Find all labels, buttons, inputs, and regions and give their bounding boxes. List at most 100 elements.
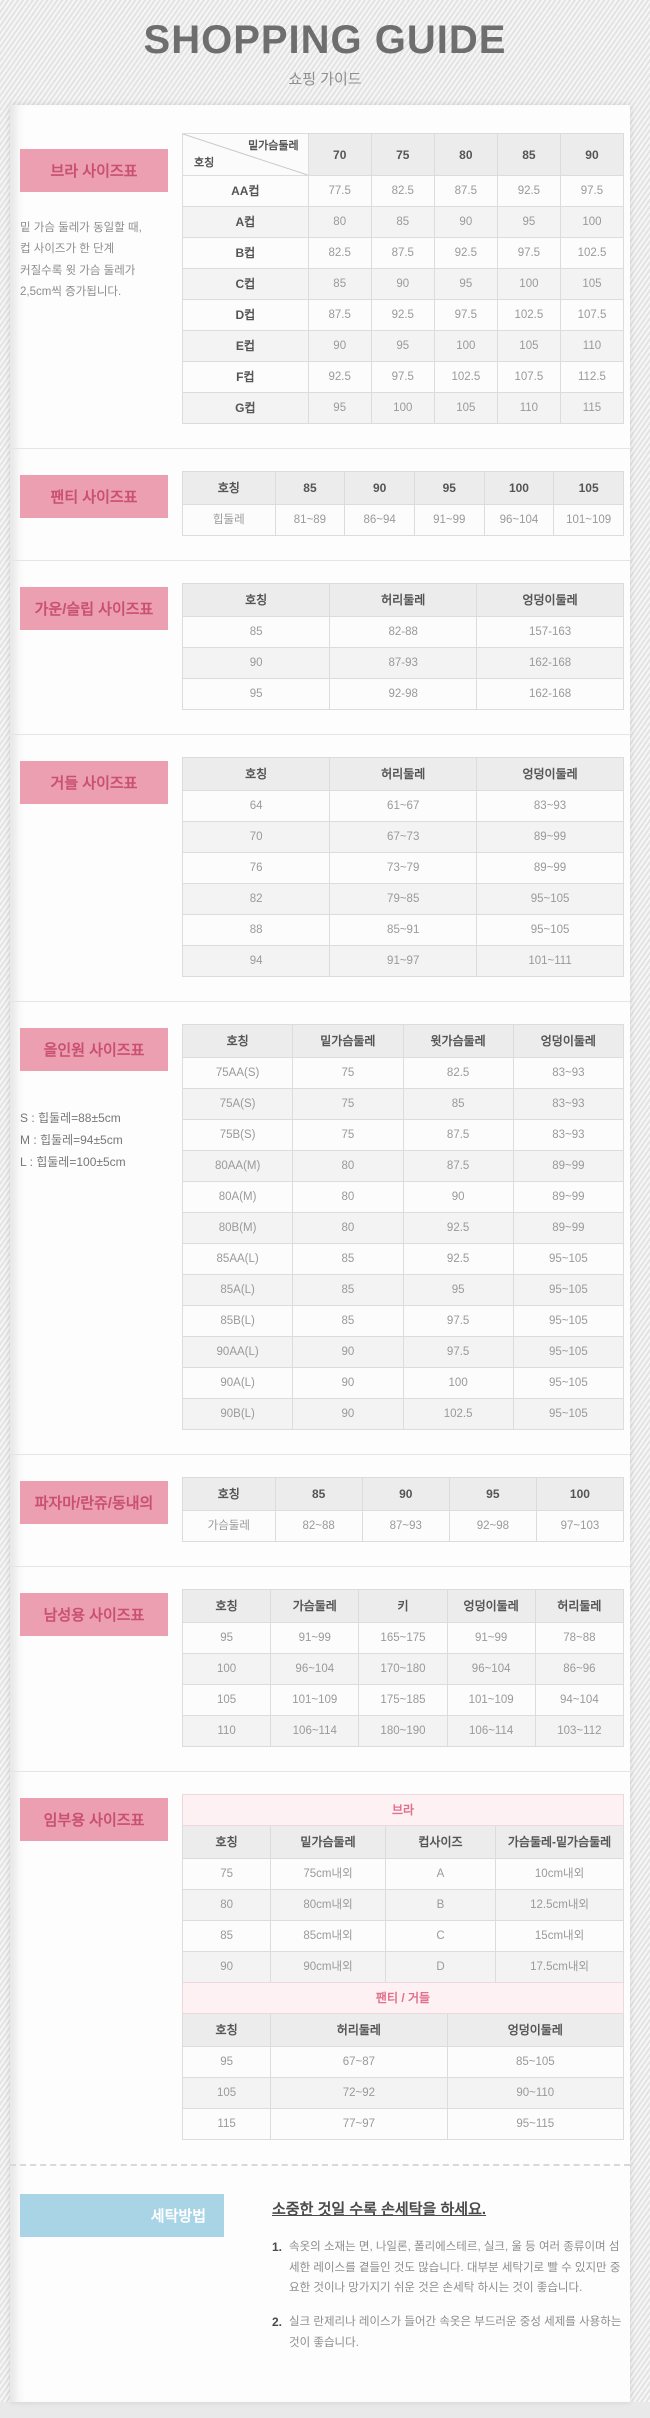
table-row: 90AA(L) 90 97.5 95~105	[181, 1336, 625, 1368]
size-value: 12.5cm내외	[495, 1889, 624, 1921]
size-value: 100	[370, 392, 435, 424]
column-header: 허리둘레	[270, 2013, 448, 2047]
column-header: 90	[361, 1477, 450, 1511]
diagonal-header-cell: 밑가슴둘레 호칭	[182, 133, 309, 176]
table-row: 90B(L) 90 102.5 95~105	[181, 1398, 625, 1430]
column-header: 호칭	[181, 1024, 294, 1058]
size-value: A	[384, 1858, 497, 1890]
column-header: 호칭	[181, 2013, 272, 2047]
column-header: 95	[448, 1477, 537, 1511]
row-label: 80	[181, 1889, 272, 1921]
section-table-area: 브라 호칭 밑가슴둘레 컵사이즈 가슴둘레-밑가슴둘레 75 75cm내외 A 10cm내외 80…	[181, 1794, 625, 2140]
section-label-pajama: 파자마/란쥬/동내의	[20, 1481, 168, 1524]
section-maternity: 임부용 사이즈표 브라 호칭 밑가슴둘레 컵사이즈 가슴둘레-밑가슴둘레 75 75cm내외 A…	[10, 1771, 630, 2164]
table-row: 90A(L) 90 100 95~105	[181, 1367, 625, 1399]
size-value: 97.5	[402, 1305, 514, 1337]
section-note: S : 힙둘레=88±5cm M : 힙둘레=94±5cm L : 힙둘레=10…	[20, 1111, 126, 1170]
section-side: 가운/슬립 사이즈표	[20, 583, 182, 710]
size-value: 94~104	[534, 1684, 625, 1716]
size-value: 87.5	[402, 1119, 514, 1151]
table-row: 75 75cm내외 A 10cm내외	[181, 1858, 624, 1890]
page-header: SHOPPING GUIDE 쇼핑 가이드	[0, 0, 650, 105]
size-value: 107.5	[496, 361, 561, 393]
size-value: 106~114	[446, 1715, 536, 1747]
size-value: 97~103	[535, 1510, 625, 1542]
size-value: 80	[292, 1212, 404, 1244]
size-value: 105	[433, 392, 498, 424]
table-row: 75B(S) 75 87.5 83~93	[181, 1119, 625, 1151]
column-header: 허리둘레	[329, 757, 478, 791]
row-label: 95	[181, 678, 331, 710]
table-row: 76 73~79 89~99	[181, 852, 624, 884]
size-value: 85	[370, 206, 435, 238]
size-value: 85	[292, 1243, 404, 1275]
table-row: 105 72~92 90~110	[181, 2077, 625, 2109]
table-row: 95 92-98 162-168	[181, 678, 624, 710]
row-label: 95	[181, 2046, 272, 2078]
table-row: 85 82-88 157-163	[181, 616, 624, 648]
row-label: 94	[181, 945, 331, 977]
size-value: 97.5	[496, 237, 561, 269]
section-label-gown: 가운/슬립 사이즈표	[20, 587, 168, 630]
size-value: 162-168	[476, 647, 624, 679]
section-note: 밑 가슴 둘레가 동일할 때, 컵 사이즈가 한 단계 커질수록 윗 가슴 둘레…	[20, 222, 142, 298]
column-header: 허리둘레	[534, 1589, 625, 1623]
all-in-one-size-table: 호칭 밑가슴둘레 윗가슴둘레 엉덩이둘레 75AA(S) 75 82.5 83~93 75A(S…	[181, 1024, 625, 1430]
table-row: 90 90cm내외 D 17.5cm내외	[181, 1951, 624, 1983]
section-label-bra: 브라 사이즈표	[20, 149, 168, 192]
section-table-area: 호칭 허리둘레 엉덩이둘레 64 61~67 83~93 70 67~73 89~99 76 73~…	[181, 757, 624, 977]
size-value: 87.5	[433, 175, 498, 207]
size-value: 90~110	[446, 2077, 625, 2109]
table-row: 95 91~99 165~175 91~99 78~88	[181, 1622, 625, 1654]
section-girdle: 거들 사이즈표 호칭 허리둘레 엉덩이둘레 64 61~67 83~93 70 67~73 89~…	[10, 734, 630, 1001]
row-label: 82	[181, 883, 331, 915]
bra-size-table: 밑가슴둘레 호칭 70 75 80 85 90 AA컵 77.5 82.5 87.5 92.5 97.5…	[182, 133, 625, 424]
size-value: 107.5	[559, 299, 625, 331]
size-value: 105	[559, 268, 625, 300]
section-side: 임부용 사이즈표	[20, 1794, 182, 2140]
washing-body: 소중한 것일 수록 손세탁을 하세요. 1. 속옷의 소재는 면, 나일론, 폴…	[272, 2188, 624, 2366]
table-row: 105 101~109 175~185 101~109 94~104	[181, 1684, 625, 1716]
row-label: 75	[181, 1858, 272, 1890]
table-group-banner: 팬티 / 거들	[182, 1982, 624, 2014]
size-value: 100	[402, 1367, 514, 1399]
size-value: 86~94	[344, 504, 415, 536]
size-value: 75cm내외	[270, 1858, 386, 1890]
row-label: 80A(M)	[181, 1181, 294, 1213]
size-value: 95~105	[512, 1305, 625, 1337]
size-value: 78~88	[534, 1622, 625, 1654]
row-label: A컵	[182, 206, 309, 238]
table-row: D컵 87.5 92.5 97.5 102.5 107.5	[182, 299, 625, 331]
size-value: 83~93	[476, 790, 624, 822]
size-value: 67~87	[270, 2046, 448, 2078]
row-label: 110	[181, 1715, 272, 1747]
column-header: 가슴둘레-밑가슴둘레	[495, 1825, 624, 1859]
size-value: 92.5	[402, 1212, 514, 1244]
size-value: 100	[496, 268, 561, 300]
size-value: 175~185	[358, 1684, 448, 1716]
size-value: 89~99	[476, 821, 624, 853]
column-header: 90	[559, 133, 625, 176]
row-label: 88	[181, 914, 331, 946]
size-value: 87.5	[402, 1150, 514, 1182]
table-row: 75AA(S) 75 82.5 83~93	[181, 1057, 625, 1089]
washing-item-number: 1.	[272, 2240, 283, 2254]
size-value: 95~105	[512, 1367, 625, 1399]
column-header: 100	[483, 471, 555, 505]
table-row: 110 106~114 180~190 106~114 103~112	[181, 1715, 625, 1747]
size-value: 85~105	[446, 2046, 625, 2078]
size-value: 97.5	[370, 361, 435, 393]
row-label: 85AA(L)	[181, 1243, 294, 1275]
size-value: 110	[559, 330, 625, 362]
section-label-men: 남성용 사이즈표	[20, 1593, 168, 1636]
section-men: 남성용 사이즈표 호칭 가슴둘레 키 엉덩이둘레 허리둘레 95 91~99 165~175 91…	[10, 1566, 630, 1771]
section-side: 파자마/란쥬/동내의	[20, 1477, 182, 1542]
size-value: 92.5	[370, 299, 435, 331]
size-value: 95	[370, 330, 435, 362]
section-label-maternity: 임부용 사이즈표	[20, 1798, 168, 1841]
section-side: 올인원 사이즈표 S : 힙둘레=88±5cm M : 힙둘레=94±5cm L …	[20, 1024, 182, 1430]
column-header: 호칭	[181, 583, 331, 617]
size-value: 92.5	[307, 361, 372, 393]
column-header: 엉덩이둘레	[446, 1589, 536, 1623]
